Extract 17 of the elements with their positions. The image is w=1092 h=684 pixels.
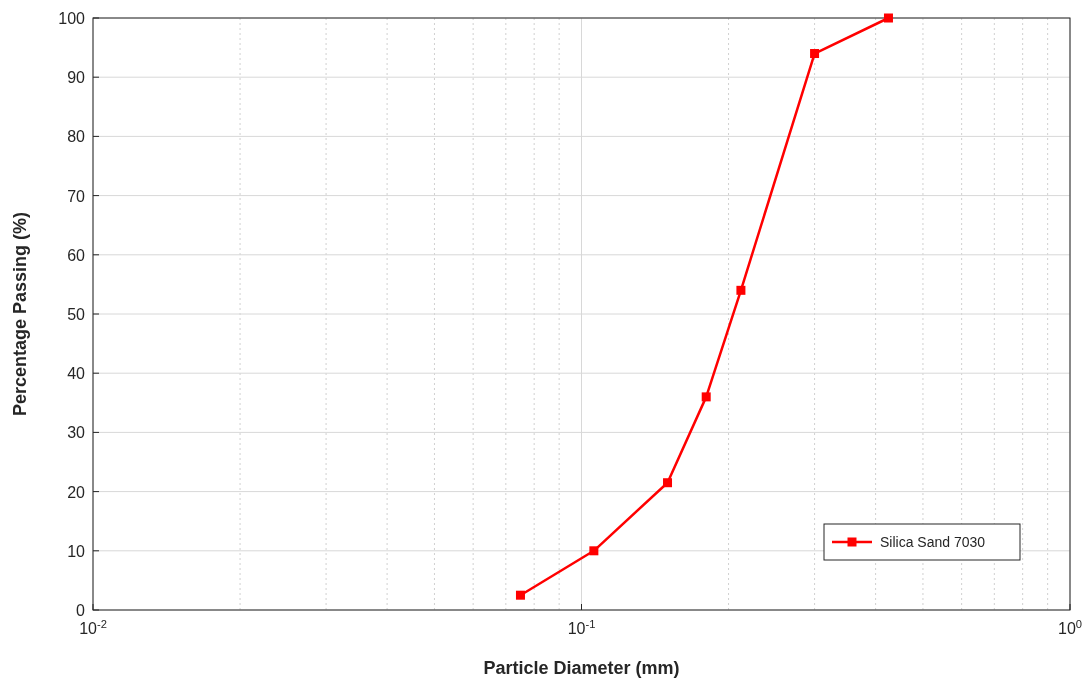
x-tick-label: 10$^{0}$ (1057, 618, 1083, 637)
y-tick-label: 60 (67, 246, 86, 264)
legend-label: Silica Sand 7030 (880, 534, 986, 550)
y-tick-label: 0 (76, 602, 86, 619)
y-tick-label: 70 (67, 187, 86, 205)
y-tick-label: 40 (67, 365, 86, 383)
y-tick-label: 50 (67, 306, 86, 323)
x-axis-title: Particle Diameter (mm) (483, 658, 680, 678)
y-tick-label: 30 (67, 424, 86, 442)
y-tick-label: 100 (58, 10, 86, 27)
x-tick-label: 10$^{-1}$ (567, 618, 596, 637)
y-tick-label: 10 (67, 542, 86, 560)
x-tick-label: 10$^{-2}$ (79, 618, 107, 637)
y-tick-label: 20 (67, 483, 86, 501)
y-tick-label: 80 (67, 128, 86, 146)
y-axis-title: Percentage Passing (%) (10, 211, 30, 417)
y-tick-label: 90 (67, 69, 86, 87)
